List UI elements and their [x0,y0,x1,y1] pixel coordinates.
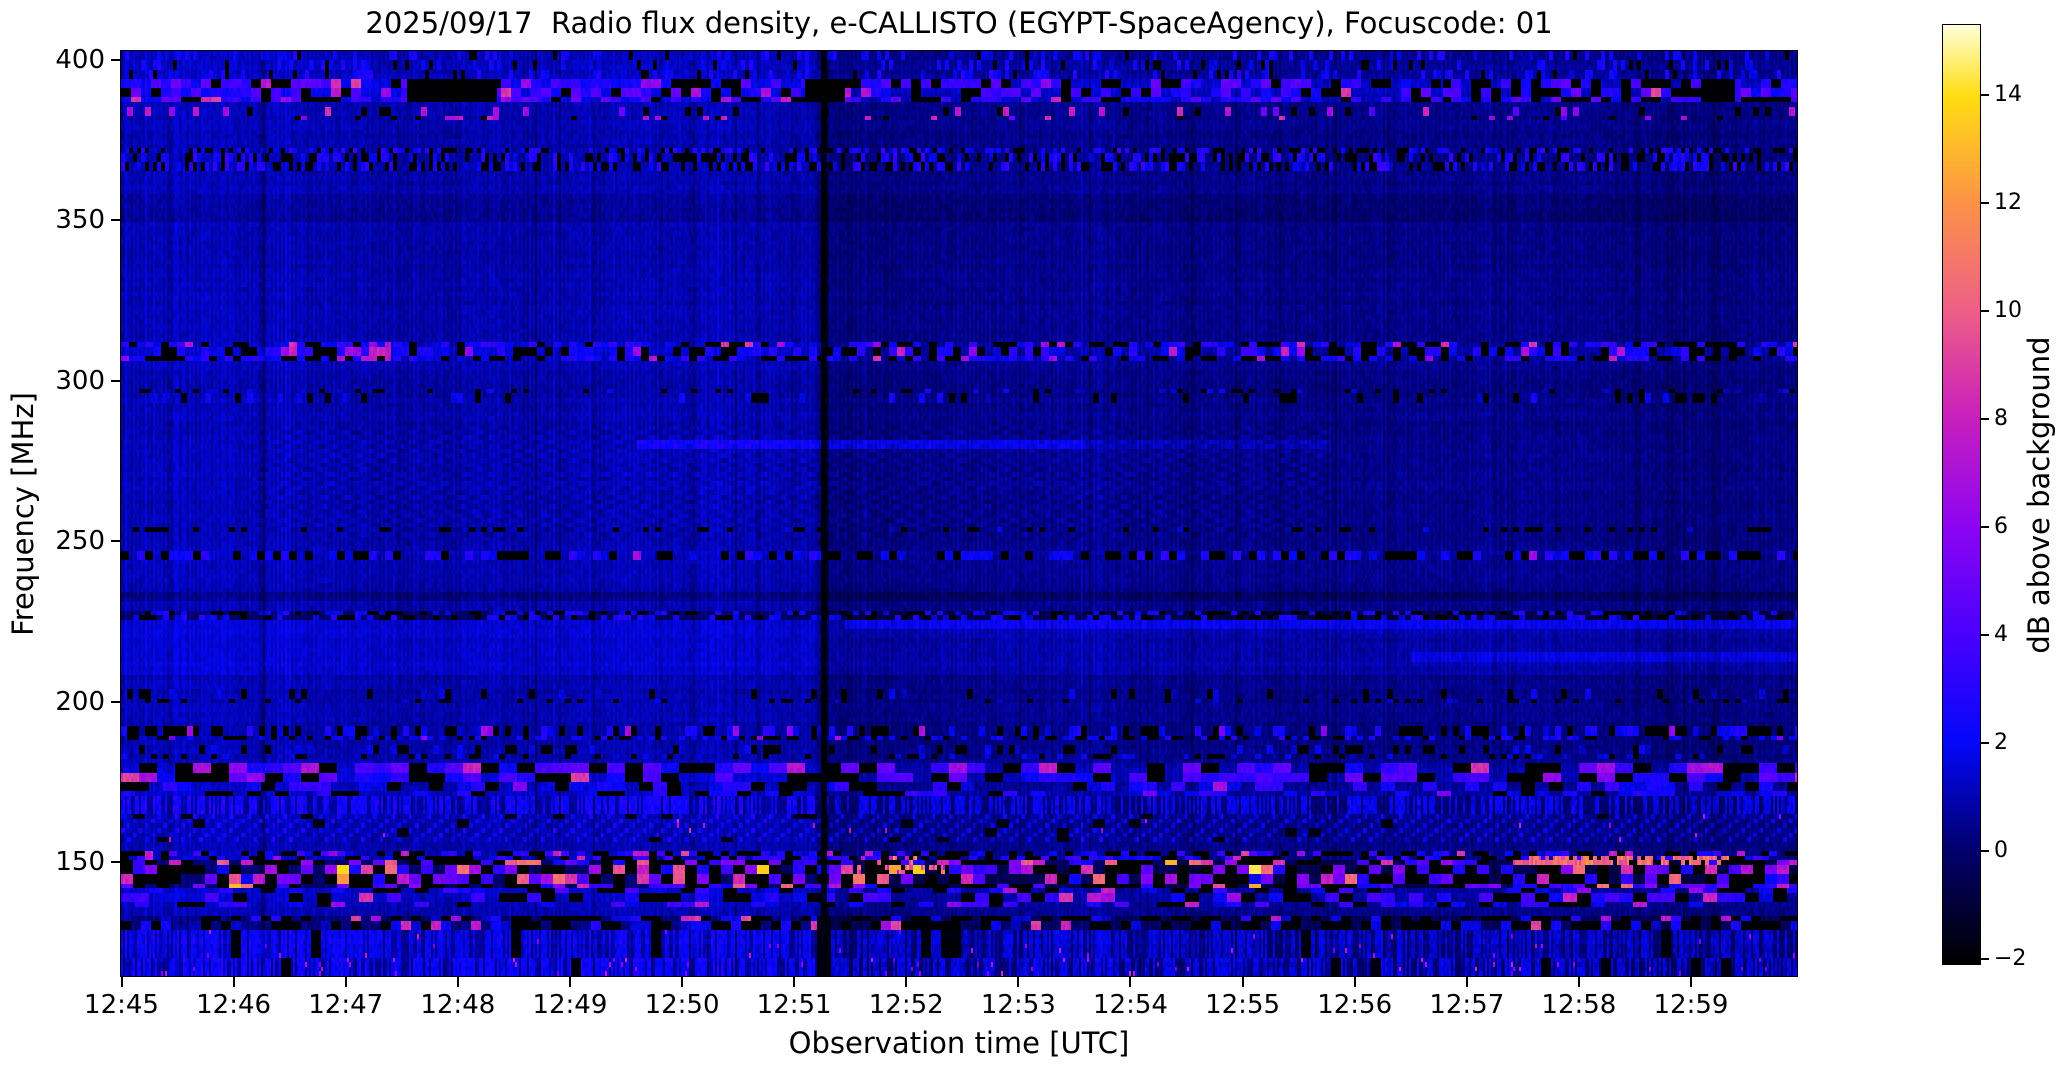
x-tick-label: 12:51 [756,990,832,1020]
colorbar-tick [1981,94,1989,97]
colorbar-tick-label: 10 [1994,298,2022,324]
colorbar-tick-label: −2 [1994,945,2027,971]
x-tick [568,977,571,987]
x-tick-label: 12:52 [868,990,944,1020]
y-tick [111,861,121,864]
x-tick [456,977,459,987]
x-tick-label: 12:48 [420,990,496,1020]
x-tick [232,977,235,987]
colorbar-tick-label: 6 [1994,513,2008,539]
y-tick-label: 300 [55,365,105,396]
colorbar-tick-label: 8 [1994,405,2008,431]
x-tick [1465,977,1468,987]
y-tick-label: 200 [55,686,105,717]
chart-title: 2025/09/17 Radio flux density, e-CALLIST… [365,6,1553,40]
x-tick-label: 12:49 [532,990,608,1020]
x-axis-label: Observation time [UTC] [788,1026,1130,1060]
colorbar-tick [1981,849,1989,852]
y-axis-label-wrap: Frequency [MHz] [0,51,46,976]
x-tick-label: 12:53 [980,990,1056,1020]
y-tick [111,58,121,61]
x-tick-label: 12:45 [84,990,159,1020]
x-tick [1017,977,1020,987]
colorbar-tick [1981,741,1989,744]
y-tick [111,700,121,703]
colorbar-tick [1981,310,1989,313]
y-tick [111,379,121,382]
colorbar-tick [1981,202,1989,205]
x-tick [793,977,796,987]
spectrogram-heatmap [121,51,1797,976]
x-tick-label: 12:50 [644,990,720,1020]
colorbar-label-wrap: dB above background [2018,25,2060,964]
x-tick-label: 12:57 [1429,990,1505,1020]
x-tick [1689,977,1692,987]
x-tick [344,977,347,987]
y-tick [111,540,121,543]
y-tick-label: 350 [55,205,105,236]
colorbar-label: dB above background [2022,335,2056,654]
colorbar-border [1942,24,1981,965]
x-tick [1129,977,1132,987]
colorbar-tick [1981,633,1989,636]
x-tick-label: 12:54 [1092,990,1168,1020]
colorbar-tick [1981,417,1989,420]
x-tick-label: 12:59 [1653,990,1729,1020]
x-tick-label: 12:47 [308,990,384,1020]
x-tick-label: 12:46 [196,990,272,1020]
y-tick [111,219,121,222]
x-tick [1353,977,1356,987]
y-tick-label: 250 [55,526,105,557]
colorbar-tick [1981,957,1989,960]
y-axis-label: Frequency [MHz] [6,391,40,636]
x-tick [905,977,908,987]
colorbar-tick [1981,525,1989,528]
colorbar-tick-label: 12 [1994,190,2022,216]
y-tick-label: 150 [55,847,105,878]
colorbar-tick-label: 4 [1994,621,2008,647]
colorbar-gradient [1943,25,1980,964]
y-tick-label: 400 [55,44,105,75]
x-tick-label: 12:58 [1541,990,1617,1020]
x-tick [681,977,684,987]
colorbar-tick-label: 14 [1994,82,2022,108]
colorbar-tick-label: 0 [1994,837,2008,863]
colorbar-tick-label: 2 [1994,729,2008,755]
x-tick [120,977,123,987]
x-tick [1241,977,1244,987]
x-tick-label: 12:55 [1205,990,1281,1020]
x-tick-label: 12:56 [1317,990,1393,1020]
x-tick [1577,977,1580,987]
